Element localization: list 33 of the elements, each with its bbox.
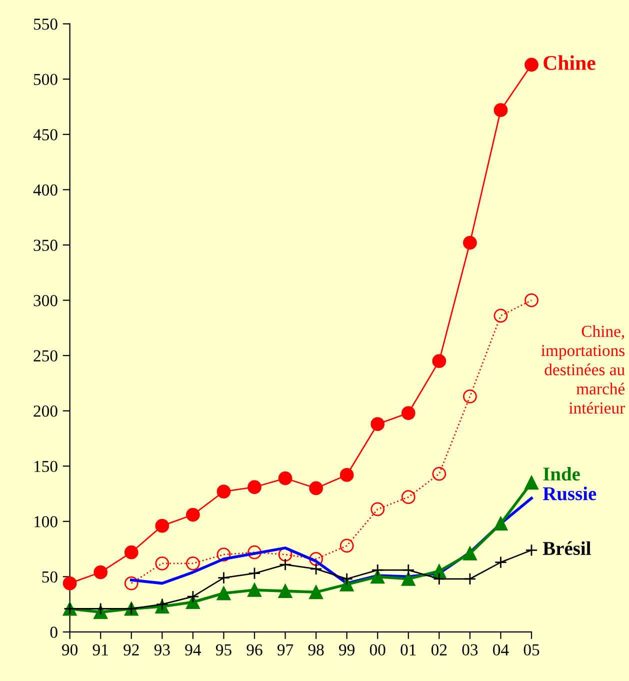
x-tick-label: 04 — [493, 644, 509, 656]
x-tick-label: 99 — [339, 644, 354, 656]
y-tick-label: 50 — [42, 571, 58, 583]
y-tick-label: 100 — [34, 516, 58, 528]
x-tick-label: 96 — [246, 644, 262, 656]
y-tick-label: 350 — [34, 240, 58, 251]
x-tick-label: 02 — [431, 644, 447, 656]
series-label: Brésil — [542, 541, 591, 556]
x-tick-label: 03 — [462, 644, 478, 656]
series-label: Inde — [543, 466, 580, 481]
x-tick-label: 93 — [154, 644, 170, 656]
x-tick-label: 92 — [124, 644, 139, 656]
series-label: Russie — [542, 486, 596, 500]
x-tick-label: 98 — [308, 644, 324, 656]
y-tick-label: 500 — [34, 74, 58, 86]
x-tick-label: 94 — [185, 644, 202, 656]
series-label: Chine, importations destinées au marché intérieur — [541, 325, 625, 414]
x-tick-label: 91 — [92, 644, 108, 656]
x-tick-label: 00 — [370, 644, 386, 656]
x-tick-label: 90 — [62, 644, 78, 656]
y-tick-label: 550 — [34, 18, 58, 30]
y-tick-label: 300 — [34, 294, 58, 306]
y-tick-label: 0 — [50, 626, 58, 638]
series-label: Chine — [544, 55, 596, 70]
y-tick-label: 200 — [34, 406, 58, 417]
y-tick-label: 250 — [34, 350, 58, 362]
y-tick-label: 400 — [33, 184, 58, 196]
y-tick-label: 450 — [33, 129, 58, 140]
x-tick-label: 01 — [400, 644, 416, 656]
x-tick-label: 97 — [277, 644, 294, 656]
x-tick-label: 95 — [216, 644, 232, 656]
x-tick-label: 05 — [524, 644, 540, 656]
y-tick-label: 150 — [34, 460, 58, 472]
